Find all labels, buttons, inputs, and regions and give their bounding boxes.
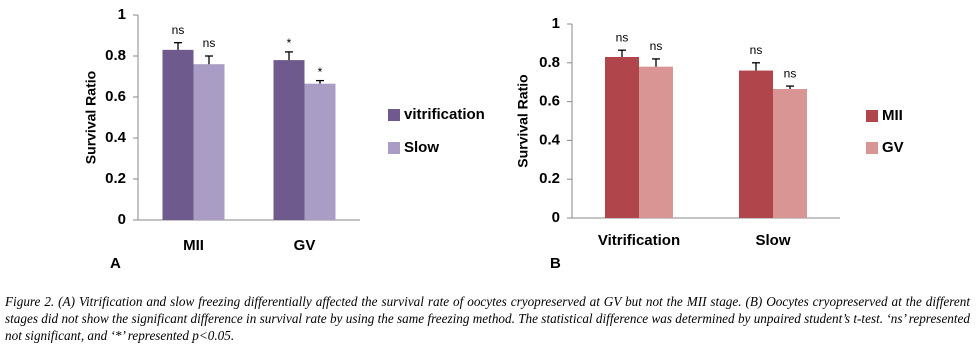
bar xyxy=(304,83,336,220)
y-tick-label: 0.6 xyxy=(539,93,560,110)
bar xyxy=(193,64,225,220)
y-tick-label: 0.6 xyxy=(105,88,126,105)
y-tick-label: 0.8 xyxy=(105,47,126,64)
x-tick-label: Vitrification xyxy=(598,232,680,249)
legend-label: vitrification xyxy=(404,106,485,123)
figure: 0 0.2 0.4 0.6 0.8 1 Survival Ratio MII ns ns GV * * v… xyxy=(83,6,904,272)
significance-label: ns xyxy=(203,36,216,50)
bar xyxy=(605,56,639,219)
significance-label: ns xyxy=(784,66,797,80)
legend-swatch xyxy=(866,110,878,122)
y-axis-title: Survival Ratio xyxy=(515,74,531,167)
legend-swatch xyxy=(866,142,878,154)
y-tick-label: 1 xyxy=(118,6,126,23)
legend-swatch xyxy=(388,109,400,121)
significance-label: ns xyxy=(650,39,663,53)
bar xyxy=(273,60,305,220)
panel-label: A xyxy=(110,255,121,272)
bar xyxy=(639,66,673,219)
y-tick-label: 1 xyxy=(552,15,560,32)
x-tick-label: Slow xyxy=(755,232,790,249)
x-tick-label: GV xyxy=(294,237,316,254)
significance-label: * xyxy=(287,36,292,50)
legend-label: Slow xyxy=(404,139,439,156)
y-tick-label: 0.4 xyxy=(539,131,561,148)
y-tick-label: 0 xyxy=(118,211,126,228)
y-tick-label: 0.2 xyxy=(105,170,126,187)
y-tick-label: 0.4 xyxy=(105,129,127,146)
y-tick-label: 0.8 xyxy=(539,54,560,71)
y-tick-label: 0 xyxy=(552,209,560,226)
y-axis-title: Survival Ratio xyxy=(83,71,99,164)
bar xyxy=(739,70,773,218)
legend-label: MII xyxy=(882,107,903,124)
legend-swatch xyxy=(388,142,400,154)
significance-label: ns xyxy=(750,43,763,57)
significance-label: * xyxy=(318,65,323,79)
bar xyxy=(773,88,807,219)
legend-label: GV xyxy=(882,139,904,156)
bar xyxy=(162,49,194,220)
significance-label: ns xyxy=(172,23,185,37)
significance-label: ns xyxy=(616,30,629,44)
x-tick-label: MII xyxy=(183,237,204,254)
y-tick-label: 0.2 xyxy=(539,170,560,187)
panel-label: B xyxy=(550,255,561,272)
caption: Figure 2. (A) Vitrification and slow fre… xyxy=(5,294,970,343)
